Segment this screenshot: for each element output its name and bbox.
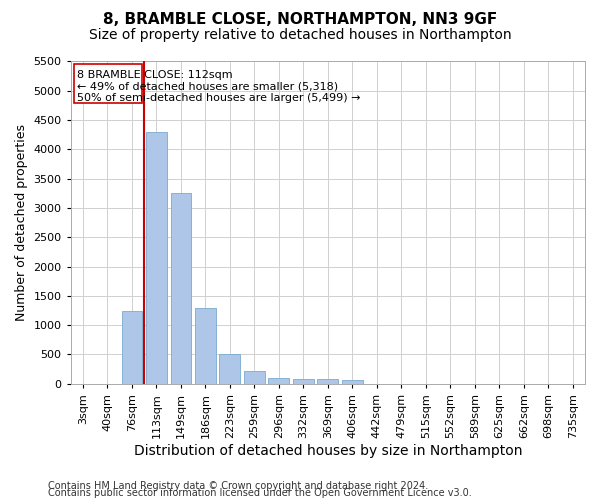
Bar bbox=[146, 132, 167, 384]
Text: Contains public sector information licensed under the Open Government Licence v3: Contains public sector information licen… bbox=[48, 488, 472, 498]
Text: Size of property relative to detached houses in Northampton: Size of property relative to detached ho… bbox=[89, 28, 511, 42]
X-axis label: Distribution of detached houses by size in Northampton: Distribution of detached houses by size … bbox=[134, 444, 522, 458]
FancyBboxPatch shape bbox=[74, 64, 142, 102]
Bar bbox=[268, 378, 289, 384]
Text: 8, BRAMBLE CLOSE, NORTHAMPTON, NN3 9GF: 8, BRAMBLE CLOSE, NORTHAMPTON, NN3 9GF bbox=[103, 12, 497, 28]
Text: Contains HM Land Registry data © Crown copyright and database right 2024.: Contains HM Land Registry data © Crown c… bbox=[48, 481, 428, 491]
Bar bbox=[122, 310, 142, 384]
Bar bbox=[220, 354, 241, 384]
Text: ← 49% of detached houses are smaller (5,318): ← 49% of detached houses are smaller (5,… bbox=[77, 82, 338, 92]
Bar bbox=[317, 380, 338, 384]
Text: 50% of semi-detached houses are larger (5,499) →: 50% of semi-detached houses are larger (… bbox=[77, 92, 361, 102]
Bar bbox=[244, 370, 265, 384]
Bar bbox=[170, 194, 191, 384]
Bar bbox=[342, 380, 363, 384]
Y-axis label: Number of detached properties: Number of detached properties bbox=[15, 124, 28, 321]
Bar bbox=[195, 308, 216, 384]
Bar bbox=[293, 378, 314, 384]
Text: 8 BRAMBLE CLOSE: 112sqm: 8 BRAMBLE CLOSE: 112sqm bbox=[77, 70, 232, 80]
